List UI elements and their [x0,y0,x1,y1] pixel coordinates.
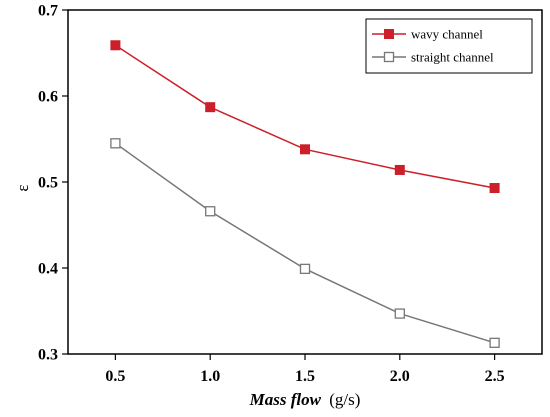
y-tick-label: 0.4 [38,261,58,278]
data-point-straight [299,263,311,275]
legend-marker-wavy [384,29,394,39]
y-tick-label: 0.6 [38,89,58,106]
legend-label-straight: straight channel [411,50,494,65]
x-tick-label: 1.5 [295,368,315,385]
x-axis-title-main: Mass flow [249,390,322,409]
series-line-straight [114,142,495,344]
y-tick-label: 0.7 [38,3,58,20]
data-point-straight [394,308,405,319]
x-axis-title-unit: (g/s) [329,390,360,409]
x-tick-label: 0.5 [105,368,125,385]
legend-label-wavy: wavy channel [411,27,483,42]
y-tick-label: 0.5 [38,175,58,192]
data-point-wavy [394,164,405,175]
y-tick-label: 0.3 [38,347,58,364]
x-tick-label: 2.5 [485,368,505,385]
data-point-straight [489,337,500,348]
data-point-wavy [205,102,216,113]
data-point-straight [205,206,216,217]
y-axis-ticks: 0.3 0.4 0.5 0.6 0.7 [38,3,68,364]
legend: wavy channel straight channel [365,18,533,74]
x-tick-label: 2.0 [390,368,410,385]
x-axis-title: Mass flow (g/s) [249,390,361,409]
x-axis-ticks: 0.5 1.0 1.5 2.0 2.5 [105,354,505,385]
data-point-wavy [489,183,500,194]
data-point-wavy [300,144,310,155]
y-axis-title: ε [13,184,32,191]
legend-marker-straight [383,51,395,63]
data-point-straight [110,138,121,149]
series-layer [110,40,500,348]
data-point-wavy [110,40,121,51]
x-tick-label: 1.0 [200,368,220,385]
legend-box [365,18,533,74]
